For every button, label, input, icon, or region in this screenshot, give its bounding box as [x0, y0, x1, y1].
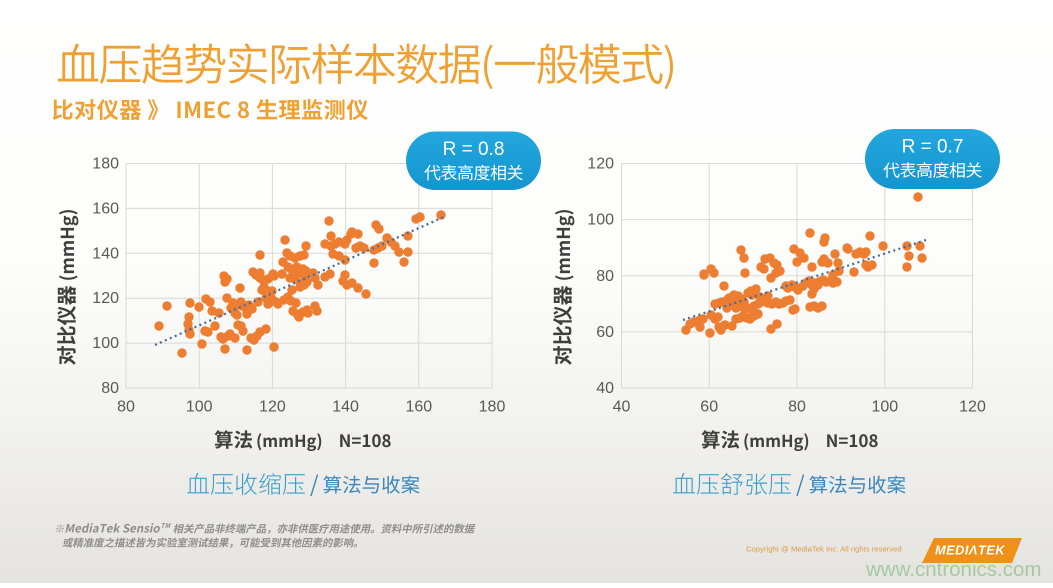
svg-text:120: 120 — [587, 156, 614, 173]
svg-text:80: 80 — [596, 268, 614, 285]
svg-text:40: 40 — [613, 399, 631, 416]
svg-text:180: 180 — [479, 399, 506, 416]
svg-text:60: 60 — [700, 399, 718, 416]
svg-text:Copyright @ MediaTek Inc. All: Copyright @ MediaTek Inc. All rights res… — [746, 545, 902, 554]
svg-text:60: 60 — [596, 324, 614, 341]
svg-text:160: 160 — [405, 399, 432, 416]
svg-text:100: 100 — [587, 212, 614, 229]
svg-text:140: 140 — [92, 245, 119, 262]
svg-text:120: 120 — [959, 399, 986, 416]
svg-text:R = 0.8: R = 0.8 — [443, 139, 505, 160]
svg-text:www.cntronics.com: www.cntronics.com — [865, 558, 1041, 581]
svg-text:140: 140 — [332, 399, 359, 416]
svg-text:80: 80 — [788, 399, 806, 416]
svg-text:120: 120 — [92, 290, 119, 307]
svg-text:80: 80 — [117, 399, 135, 416]
svg-text:120: 120 — [259, 399, 286, 416]
svg-text:MEDIΛTEK: MEDIΛTEK — [935, 543, 1006, 558]
svg-text:180: 180 — [92, 156, 119, 173]
svg-text:100: 100 — [92, 335, 119, 352]
svg-text:R = 0.7: R = 0.7 — [902, 137, 964, 158]
svg-text:100: 100 — [186, 399, 213, 416]
svg-text:80: 80 — [101, 380, 119, 397]
svg-text:100: 100 — [871, 399, 898, 416]
svg-text:40: 40 — [596, 380, 614, 397]
svg-text:160: 160 — [92, 200, 119, 217]
